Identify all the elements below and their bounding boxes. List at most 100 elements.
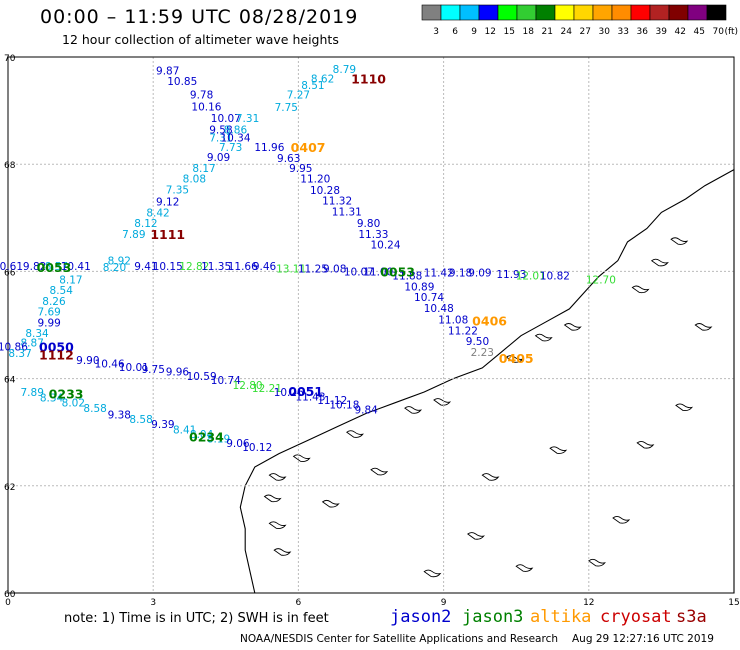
swh-value: 12.80 <box>233 380 263 392</box>
island-outline <box>549 446 568 454</box>
island-outline <box>588 558 606 567</box>
swh-value: 11.33 <box>358 229 388 241</box>
swh-value: 11.22 <box>448 325 478 337</box>
swh-value: 8.17 <box>59 274 82 286</box>
swh-value: 9.46 <box>253 261 277 273</box>
swh-value: 10.74 <box>211 375 241 387</box>
swh-value: 9.87 <box>156 65 179 77</box>
footer-credit: NOAA/NESDIS Center for Satellite Applica… <box>240 633 714 645</box>
swh-value: 8.62 <box>311 73 334 85</box>
swh-value: 11.00 <box>363 266 393 278</box>
swh-value: 11.08 <box>438 315 468 327</box>
swh-value: 9.82 <box>23 261 46 273</box>
island-outline <box>612 516 631 524</box>
swh-value: 9.80 <box>357 218 380 230</box>
lat-tick-label: 68 <box>4 161 16 171</box>
swh-value: 7.75 <box>275 102 298 114</box>
colorbar-label: 30 <box>599 27 611 37</box>
island-outline <box>515 564 534 572</box>
swh-value: 9.12 <box>156 197 179 209</box>
footer-org: NOAA/NESDIS Center for Satellite Applica… <box>240 633 558 645</box>
lon-tick-label: 0 <box>5 598 11 608</box>
colorbar-label: 24 <box>561 27 573 37</box>
swh-value: 10.41 <box>61 261 91 273</box>
swh-value: 8.34 <box>25 328 49 340</box>
colorbar-label: 18 <box>523 27 535 37</box>
swh-value: 10.59 <box>187 371 217 383</box>
swh-value: 9.06 <box>226 438 250 450</box>
swh-value: 7.89 <box>21 387 44 399</box>
swh-value: 8.58 <box>129 414 152 426</box>
colorbar-label: 9 <box>471 27 477 37</box>
swh-value: 9.08 <box>323 264 346 276</box>
swh-value: 8.92 <box>108 256 131 268</box>
island-outline <box>273 548 292 556</box>
lon-tick-label: 12 <box>583 598 594 608</box>
colorbar-legend: 3 6 9 12 15 18 21 24 27 30 33 36 39 42 45 70 (ft) <box>421 4 738 37</box>
swh-value: 10.18 <box>329 399 359 411</box>
pass-time-label: 0234 <box>189 429 224 444</box>
swh-value: 10.07 <box>211 113 241 125</box>
swh-value: 10.85 <box>167 76 197 88</box>
lat-tick-label: 60 <box>4 590 16 600</box>
pass-time-label: 0405 <box>499 351 534 366</box>
swh-value: 9.09 <box>207 152 230 164</box>
pass-time-label: 0407 <box>291 140 326 155</box>
legend-jason3: jason3 <box>462 607 524 627</box>
swh-value: 8.37 <box>8 348 31 360</box>
land-outline <box>239 168 735 594</box>
swh-value: 8.79 <box>333 64 356 76</box>
lat-tick-label: 64 <box>4 376 16 386</box>
swh-value: 11.96 <box>254 142 284 154</box>
legend-jason2: jason2 <box>390 607 452 627</box>
island-outline <box>467 532 485 540</box>
lon-tick-label: 9 <box>441 598 447 608</box>
swh-value: 7.31 <box>236 113 259 125</box>
swh-value: 9.99 <box>37 317 60 329</box>
swh-value: 12.82 <box>179 261 209 273</box>
legend-s3a: s3a <box>676 607 707 627</box>
swh-value: 11.88 <box>392 271 422 283</box>
swh-value: 9.39 <box>151 419 174 431</box>
swh-value: 11.66 <box>228 261 258 273</box>
swh-value: 10.26 <box>274 387 304 399</box>
pass-time-label: 1110 <box>351 71 386 86</box>
note-text: note: 1) Time is in UTC; 2) SWH is in fe… <box>64 611 329 626</box>
swh-value: 8.87 <box>21 338 44 350</box>
swh-value: 9.90 <box>76 355 99 367</box>
swh-value: 7.35 <box>166 184 189 196</box>
island-outline <box>370 467 389 476</box>
swh-value: 7.89 <box>122 229 145 241</box>
swh-value: 9.18 <box>449 267 472 279</box>
colorbar-label: 42 <box>675 27 686 37</box>
swh-value: 9.50 <box>466 336 489 348</box>
swh-value: 11.20 <box>300 174 330 186</box>
island-outline <box>481 473 500 481</box>
swh-value: 10.86 <box>0 341 28 353</box>
swh-value: 11.35 <box>201 261 231 273</box>
colorbar-swatch <box>706 4 727 21</box>
pass-time-label: 0050 <box>39 339 74 354</box>
colorbar-label: 6 <box>452 27 458 37</box>
colorbar-label: 12 <box>485 27 496 37</box>
island-outline <box>268 473 287 481</box>
swh-value: 11.32 <box>322 196 352 208</box>
swh-value: 8.51 <box>301 80 324 92</box>
swh-value: 9.75 <box>142 364 165 376</box>
swh-value: 12.01 <box>516 271 546 283</box>
swh-value: 8.41 <box>173 425 196 437</box>
island-outline <box>675 403 694 412</box>
swh-value: 8.42 <box>146 207 169 219</box>
lat-tick-label: 70 <box>4 54 16 64</box>
swh-value: 8.54 <box>50 285 74 297</box>
island-outline <box>404 406 423 414</box>
colorbar-label: 70 <box>713 27 725 37</box>
swh-value: 11.31 <box>332 206 362 218</box>
swh-value: 11.12 <box>317 395 347 407</box>
swh-value: 12.70 <box>586 274 616 286</box>
swh-value: 12.21 <box>252 383 282 395</box>
swh-value: 11.25 <box>298 264 328 276</box>
colorbar-label: 33 <box>618 27 629 37</box>
swh-value: 8.26 <box>42 296 66 308</box>
pass-time-label: 0406 <box>472 314 507 329</box>
